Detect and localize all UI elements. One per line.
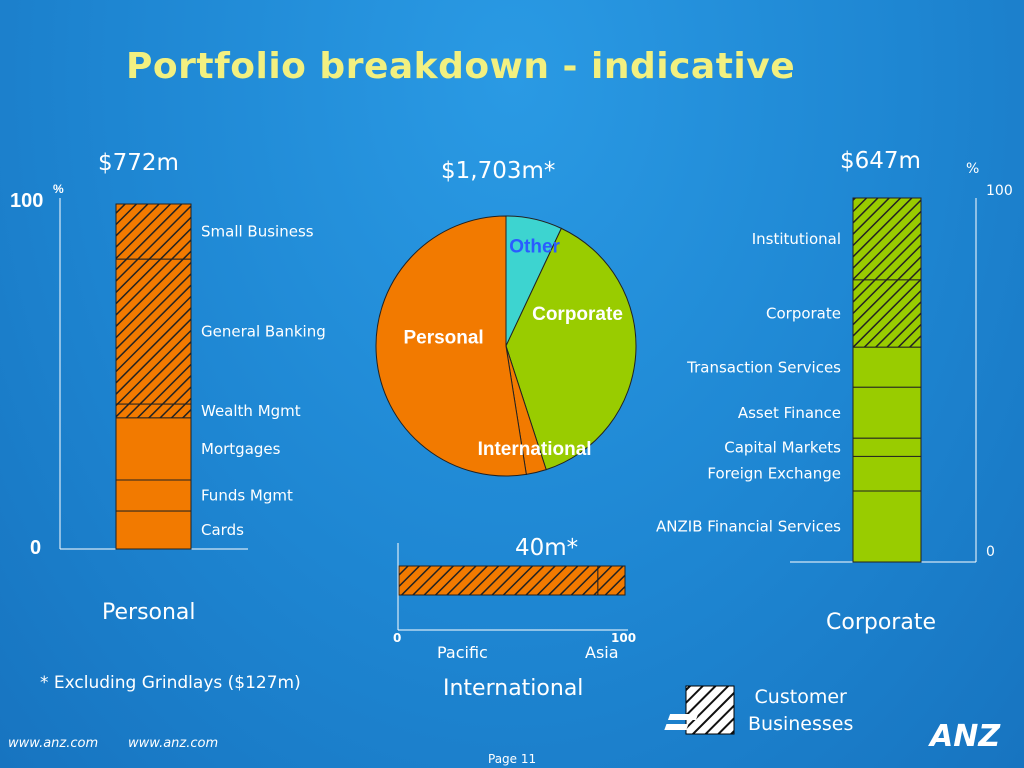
anz-logo-text: ANZ <box>928 719 1001 754</box>
segment-label-foreign-exchange: Foreign Exchange <box>707 465 841 483</box>
asia-label: Asia <box>585 643 619 662</box>
segment-label-transaction-services: Transaction Services <box>686 358 841 376</box>
bar-segment-pacific <box>398 565 599 596</box>
personal-axis-max: 100 <box>10 190 44 212</box>
personal-stacked-bar: Small Business General Banking Wealth Mgmt… <box>115 203 326 550</box>
bar-segment-wealth-mgmt <box>115 403 192 419</box>
personal-axis-unit: % <box>53 182 64 196</box>
legend-label-line2: Businesses <box>748 713 854 735</box>
personal-chart-title: Personal <box>102 600 196 625</box>
segment-label-wealth-mgmt: Wealth Mgmt <box>201 402 301 420</box>
segment-label-corporate: Corporate <box>766 305 841 323</box>
segment-label-cards: Cards <box>201 521 244 539</box>
pie-slice-corporate <box>505 227 637 471</box>
segment-label-capital-markets: Capital Markets <box>724 438 841 456</box>
corporate-chart-title: Corporate <box>826 610 936 635</box>
international-stacked-bar <box>398 565 626 596</box>
bar-segment-anzib-financial-services <box>852 490 922 563</box>
corporate-axis-unit: % <box>966 161 980 177</box>
international-chart-title: International <box>443 676 584 701</box>
personal-total: $772m <box>98 150 179 176</box>
pie-label-personal: Personal <box>403 327 483 348</box>
pie-label-international: International <box>478 439 592 460</box>
international-axis-max: 100 <box>611 631 636 645</box>
international-axis-min: 0 <box>393 631 401 645</box>
bar-segment-foreign-exchange <box>852 455 922 492</box>
segment-label-institutional: Institutional <box>752 230 841 248</box>
segment-label-asset-finance: Asset Finance <box>738 404 841 422</box>
corporate-total: $647m <box>840 148 921 174</box>
pacific-label: Pacific <box>437 643 488 662</box>
pie-label-corporate: Corporate <box>532 304 623 325</box>
segment-label-general-banking: General Banking <box>201 323 326 341</box>
bar-segment-asia <box>597 565 626 596</box>
corporate-axis-max: 100 <box>986 183 1013 199</box>
bar-segment-capital-markets <box>852 437 922 457</box>
footer-url-1[interactable]: www.anz.com <box>8 736 99 751</box>
legend-label: Customer Businesses <box>748 684 853 738</box>
bar-segment-small-business <box>115 203 192 260</box>
slide-title: Portfolio breakdown - indicative <box>126 46 796 87</box>
segment-label-mortgages: Mortgages <box>201 440 281 458</box>
segment-label-anzib-financial-services: ANZIB Financial Services <box>656 518 841 536</box>
anz-logo: ANZ <box>664 714 1001 754</box>
bar-segment-cards <box>115 510 192 550</box>
pie-total: $1,703m* <box>441 158 556 184</box>
bar-segment-general-banking <box>115 258 192 405</box>
segment-label-small-business: Small Business <box>201 223 314 241</box>
portfolio-pie: Other Corporate International Personal <box>375 215 637 477</box>
pie-label-other: Other <box>509 236 560 257</box>
bar-segment-mortgages <box>115 417 192 481</box>
bar-segment-asset-finance <box>852 386 922 439</box>
bar-segment-institutional <box>852 197 922 281</box>
footer-url-2[interactable]: www.anz.com <box>128 736 219 751</box>
bar-segment-transaction-services <box>852 346 922 388</box>
segment-label-funds-mgmt: Funds Mgmt <box>201 487 293 505</box>
corporate-axis-min: 0 <box>986 544 995 560</box>
pie-slice-personal <box>375 215 527 477</box>
bar-segment-corporate <box>852 279 922 348</box>
bar-segment-funds-mgmt <box>115 479 192 512</box>
international-total: 40m* <box>515 535 579 561</box>
footnote: * Excluding Grindlays ($127m) <box>40 673 301 693</box>
page-number: Page 11 <box>488 752 537 766</box>
corporate-stacked-bar: Institutional Corporate Transaction Servic… <box>656 197 922 563</box>
personal-axis-min: 0 <box>30 537 42 559</box>
legend-label-line1: Customer <box>754 686 847 708</box>
legend-hatch-swatch <box>685 685 735 735</box>
